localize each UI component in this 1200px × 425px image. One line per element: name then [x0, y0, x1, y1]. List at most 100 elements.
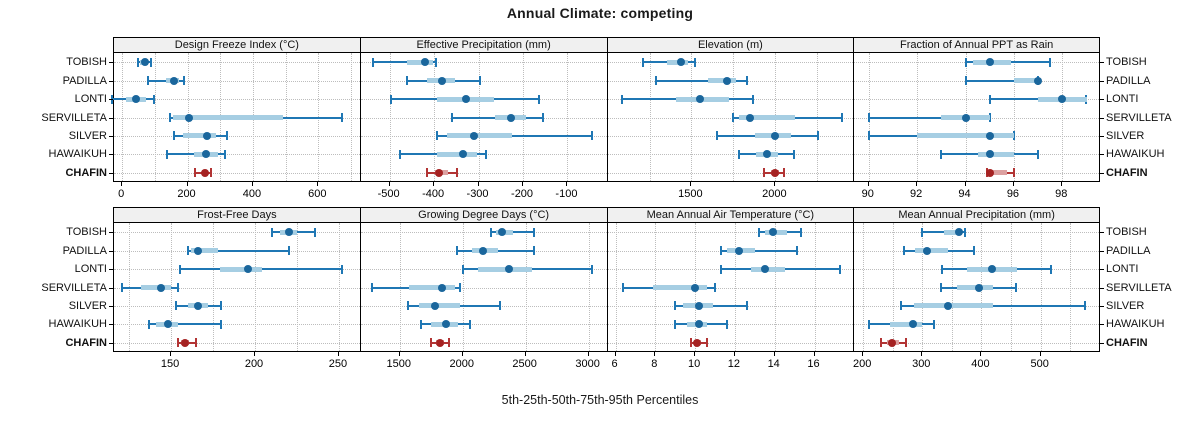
panel-body-mean-annual-air-temperature-c — [606, 223, 854, 352]
x-axis-tick-label: 96 — [1006, 188, 1020, 200]
x-axis-tick — [317, 182, 319, 186]
cap-p95 — [1012, 168, 1015, 178]
median-dot — [985, 58, 994, 67]
cap-p95 — [195, 338, 198, 348]
cap-p5 — [121, 283, 124, 292]
cap-p5 — [757, 227, 760, 237]
median-dot — [284, 228, 293, 237]
cap-p5 — [426, 168, 429, 178]
median-dot — [770, 131, 779, 140]
site-label-lonti: LONTI — [74, 93, 107, 106]
x-axis-tick — [398, 352, 400, 356]
site-label-padilla: PADILLA — [1106, 74, 1151, 87]
cap-p95 — [152, 94, 155, 104]
cap-p95 — [182, 76, 185, 86]
gridline-vertical — [1040, 223, 1042, 351]
median-dot — [437, 76, 446, 85]
cap-p5 — [165, 149, 168, 159]
cap-p5 — [715, 131, 718, 141]
median-dot — [985, 150, 994, 159]
median-dot — [768, 228, 777, 237]
range-5-95-line — [965, 79, 1039, 82]
x-axis-tick-label: -400 — [422, 188, 445, 200]
cap-p95 — [210, 168, 213, 178]
iqr-25-75-band — [447, 133, 512, 139]
median-dot — [157, 283, 165, 292]
site-label-servilleta: SERVILLETA — [41, 111, 107, 124]
site-labels-left-row1: TOBISH PADILLA LONTI SERVILLETA SILVER HAWAIK… — [0, 53, 113, 182]
x-axis-mean-annual-air-temperature-c: 6 8 10 12 14 16 — [607, 352, 854, 375]
cap-p5 — [762, 168, 765, 178]
x-axis-tick-label: 400 — [971, 358, 990, 370]
median-dot — [961, 113, 970, 122]
cap-p95 — [542, 113, 545, 122]
median-dot — [722, 76, 731, 85]
median-dot — [203, 131, 212, 140]
gridline-horizontal — [854, 232, 1099, 234]
cap-p5 — [988, 94, 991, 104]
cap-p95 — [746, 76, 749, 86]
cap-p5 — [371, 283, 374, 292]
x-axis-tick — [170, 352, 172, 356]
gridline-vertical — [389, 53, 391, 181]
gridline-horizontal — [114, 232, 360, 234]
median-dot — [431, 301, 440, 310]
gridline-vertical — [122, 53, 124, 181]
cap-p95 — [479, 76, 482, 86]
iqr-25-75-band — [707, 78, 736, 84]
site-labels-right-row1: TOBISH PADILLA LONTI SERVILLETA SILVER HAWAIK… — [1100, 53, 1200, 182]
x-axis-tick-label: 92 — [910, 188, 923, 200]
median-dot — [141, 58, 149, 67]
x-axis-tick — [774, 182, 776, 186]
panel-title: Elevation (m) — [697, 39, 763, 51]
gridline-horizontal — [360, 172, 607, 174]
iqr-25-75-band — [1013, 78, 1039, 84]
x-axis-tick-label: 90 — [861, 188, 874, 200]
cap-p5 — [147, 76, 149, 86]
cap-p5 — [194, 168, 197, 178]
median-dot — [193, 301, 202, 310]
site-label-hawaikuh: HAWAIKUH — [1106, 148, 1165, 161]
gridline-horizontal — [607, 62, 854, 64]
gridline-vertical — [615, 223, 617, 351]
site-label-servilleta: SERVILLETA — [1106, 111, 1172, 124]
iqr-25-75-band — [890, 321, 923, 327]
cap-p95 — [224, 149, 227, 159]
x-axis-tick — [186, 182, 188, 186]
cap-p5 — [899, 301, 902, 311]
panel-header-mean-annual-air-temperature-c: Mean Annual Air Temperature (°C) — [606, 207, 854, 223]
gridline-horizontal — [607, 117, 854, 119]
x-axis-tick — [587, 352, 589, 356]
y-axis-tick — [109, 117, 113, 119]
cap-p5 — [867, 113, 870, 122]
cap-p5 — [867, 131, 870, 141]
y-axis-tick — [109, 99, 113, 101]
cap-p5 — [456, 246, 459, 256]
iqr-25-75-band — [914, 303, 994, 309]
x-axis-tick-label: 2500 — [512, 358, 537, 370]
x-axis-tick-label: 94 — [958, 188, 971, 200]
median-dot — [943, 301, 952, 310]
gridline-vertical — [922, 223, 924, 351]
panel-header-effective-precipitation-mm: Effective Precipitation (mm) — [359, 37, 607, 53]
cap-p95 — [745, 301, 748, 311]
gridline-vertical — [567, 53, 569, 181]
site-label-silver: SILVER — [68, 299, 107, 312]
median-dot — [200, 168, 209, 177]
x-axis-tick — [1039, 352, 1041, 356]
median-dot — [985, 131, 994, 140]
median-dot — [163, 320, 172, 329]
cap-p95 — [795, 246, 798, 256]
median-dot — [691, 283, 700, 292]
median-dot — [760, 265, 769, 274]
gridline-vertical — [350, 53, 352, 181]
cap-p95 — [714, 283, 716, 292]
median-dot — [470, 131, 479, 140]
x-axis-tick-label: 250 — [328, 358, 348, 370]
y-axis-tick — [1100, 117, 1104, 119]
y-axis-tick — [109, 269, 113, 271]
panel-body-mean-annual-precipitation-mm — [853, 223, 1104, 352]
gridline-horizontal — [360, 232, 607, 234]
cap-p5 — [622, 283, 625, 292]
panel-body-frost-free-days — [109, 223, 360, 352]
